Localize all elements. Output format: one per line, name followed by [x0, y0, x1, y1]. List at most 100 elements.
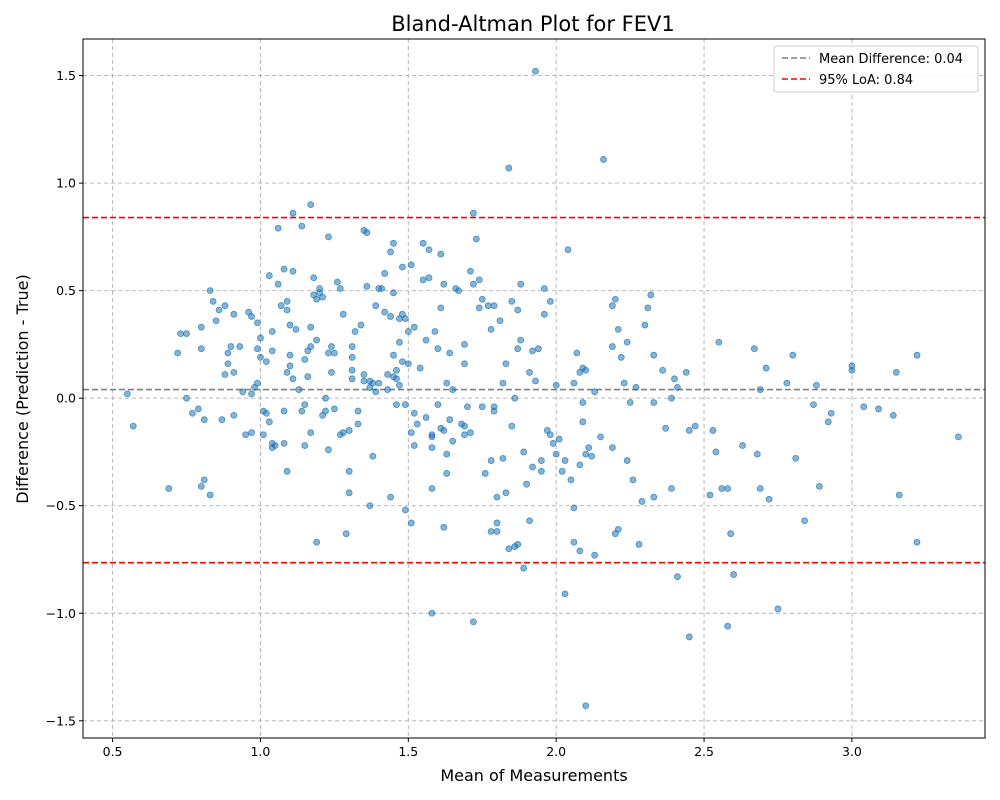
- data-point: [600, 156, 607, 163]
- data-point: [810, 401, 817, 409]
- data-point: [351, 328, 359, 335]
- data-point: [209, 297, 217, 305]
- data-point: [783, 379, 791, 387]
- data-point: [437, 304, 445, 312]
- data-point: [283, 297, 291, 305]
- data-point: [286, 362, 294, 370]
- data-point: [549, 439, 557, 447]
- data-point: [289, 267, 297, 275]
- data-point: [774, 605, 782, 613]
- data-point: [257, 353, 264, 361]
- data-point: [813, 381, 820, 389]
- x-tick-label: 2.5: [694, 744, 714, 759]
- data-point: [526, 368, 533, 376]
- y-axis-ticks: −1.5 −1.0 −0.5 0.0 0.5 1.0 1.5: [46, 68, 83, 728]
- data-point: [165, 485, 173, 492]
- data-point: [508, 422, 516, 430]
- data-point: [502, 489, 510, 497]
- data-point: [659, 366, 667, 374]
- data-point: [342, 530, 350, 538]
- data-point: [301, 401, 309, 409]
- data-point: [295, 386, 303, 393]
- legend-box: [773, 45, 979, 93]
- data-point: [375, 379, 383, 387]
- data-point: [467, 429, 474, 436]
- data-point: [685, 427, 693, 434]
- data-point: [372, 302, 380, 310]
- data-point: [407, 261, 415, 269]
- data-point: [552, 450, 560, 458]
- data-point: [674, 384, 681, 391]
- data-point: [641, 321, 649, 329]
- data-point: [129, 422, 137, 430]
- data-point: [354, 420, 362, 428]
- data-point: [393, 375, 400, 383]
- x-tick-label: 3.0: [842, 744, 862, 759]
- data-point: [280, 407, 288, 415]
- data-point: [381, 308, 389, 316]
- data-point: [558, 467, 566, 475]
- data-point: [496, 317, 504, 325]
- data-point: [206, 287, 214, 295]
- data-point: [339, 429, 347, 436]
- data-point: [183, 394, 190, 402]
- data-point: [449, 437, 457, 445]
- data-point: [727, 530, 735, 538]
- data-point: [682, 368, 690, 376]
- data-point: [954, 433, 962, 441]
- data-point: [372, 388, 380, 396]
- data-point: [183, 330, 190, 338]
- data-point: [333, 278, 341, 286]
- data-point: [564, 246, 572, 254]
- data-point: [428, 485, 436, 492]
- data-point: [378, 285, 386, 292]
- data-point: [582, 366, 590, 374]
- data-point: [570, 538, 578, 546]
- data-point: [390, 239, 397, 247]
- data-point: [608, 302, 616, 310]
- data-point: [478, 403, 486, 411]
- legend: Mean Difference: 0.04 95% LoA: 0.84: [773, 45, 979, 93]
- data-point: [514, 306, 522, 314]
- data-point: [475, 304, 483, 312]
- data-point: [440, 523, 448, 531]
- data-point: [292, 325, 300, 333]
- data-point: [387, 248, 394, 256]
- data-point: [200, 416, 208, 424]
- data-point: [248, 429, 255, 436]
- data-point: [398, 263, 406, 271]
- data-point: [262, 358, 270, 366]
- data-point: [330, 405, 338, 413]
- data-point: [493, 519, 501, 527]
- data-point: [685, 633, 693, 641]
- data-point: [325, 233, 332, 241]
- data-point: [481, 470, 489, 477]
- data-point: [212, 317, 220, 325]
- data-point: [283, 467, 291, 475]
- data-point: [588, 452, 596, 460]
- data-point: [396, 338, 403, 346]
- data-point: [537, 467, 545, 475]
- data-point: [197, 323, 205, 331]
- data-point: [254, 345, 261, 353]
- data-point: [585, 444, 593, 452]
- data-point: [431, 328, 439, 335]
- reference-lines: [83, 216, 985, 564]
- data-point: [576, 461, 584, 469]
- data-point: [357, 321, 365, 329]
- data-point: [487, 457, 495, 464]
- data-point: [709, 427, 717, 434]
- data-point: [410, 409, 418, 417]
- data-point: [410, 442, 418, 449]
- data-point: [529, 347, 536, 355]
- data-point: [230, 310, 238, 318]
- y-tick-label: −1.0: [46, 606, 76, 621]
- data-point: [224, 360, 232, 368]
- data-point: [393, 366, 400, 374]
- data-point: [505, 545, 513, 553]
- data-point: [313, 295, 321, 303]
- data-point: [517, 280, 525, 288]
- data-point: [475, 276, 483, 284]
- data-point: [490, 302, 498, 310]
